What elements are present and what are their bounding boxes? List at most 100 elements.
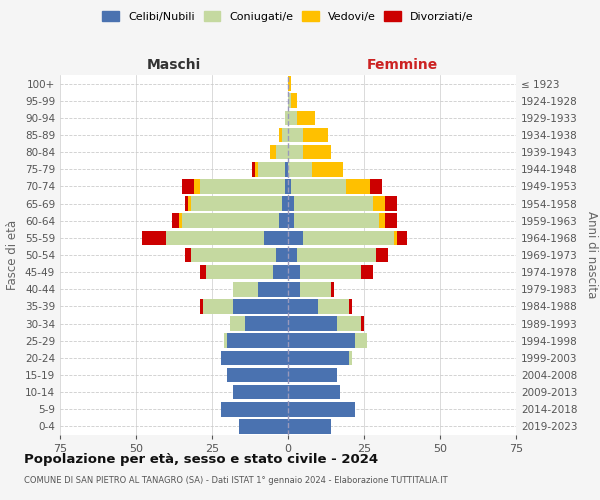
Text: COMUNE DI SAN PIETRO AL TANAGRO (SA) - Dati ISTAT 1° gennaio 2024 - Elaborazione: COMUNE DI SAN PIETRO AL TANAGRO (SA) - D… — [24, 476, 448, 485]
Bar — [349, 299, 352, 314]
Bar — [294, 214, 379, 228]
Bar — [300, 265, 361, 280]
Bar — [200, 179, 285, 194]
Bar — [361, 316, 364, 331]
Bar — [191, 248, 276, 262]
Bar — [288, 402, 355, 416]
Bar — [288, 248, 297, 262]
Bar — [288, 128, 303, 142]
Bar — [233, 299, 288, 314]
Bar — [379, 214, 385, 228]
Bar — [319, 299, 349, 314]
Bar — [291, 94, 297, 108]
Bar — [279, 128, 282, 142]
Bar — [288, 179, 291, 194]
Bar — [191, 196, 282, 211]
Bar — [294, 196, 373, 211]
Bar — [142, 230, 166, 245]
Text: Anni di nascita: Anni di nascita — [584, 212, 598, 298]
Bar — [179, 214, 182, 228]
Bar — [185, 248, 191, 262]
Bar — [203, 299, 233, 314]
Bar — [276, 145, 288, 160]
Bar — [206, 265, 273, 280]
Bar — [224, 334, 227, 348]
Bar — [394, 230, 397, 245]
Bar — [227, 368, 288, 382]
Bar — [185, 196, 188, 211]
Bar — [288, 162, 313, 176]
Bar — [288, 76, 291, 91]
Bar — [291, 179, 346, 194]
Bar — [288, 299, 319, 314]
Bar — [282, 128, 288, 142]
Bar — [361, 265, 373, 280]
Bar — [285, 179, 288, 194]
Text: Maschi: Maschi — [147, 58, 201, 71]
Bar — [346, 179, 370, 194]
Bar — [254, 162, 257, 176]
Bar — [166, 230, 263, 245]
Bar — [297, 248, 376, 262]
Bar — [397, 230, 407, 245]
Bar — [233, 385, 288, 400]
Bar — [373, 196, 385, 211]
Legend: Celibi/Nubili, Coniugati/e, Vedovi/e, Divorziati/e: Celibi/Nubili, Coniugati/e, Vedovi/e, Di… — [99, 8, 477, 25]
Bar — [257, 282, 288, 296]
Bar — [288, 368, 337, 382]
Bar — [200, 299, 203, 314]
Bar — [251, 162, 254, 176]
Bar — [288, 419, 331, 434]
Bar — [273, 265, 288, 280]
Bar — [349, 350, 352, 365]
Bar — [276, 248, 288, 262]
Bar — [263, 230, 288, 245]
Bar — [221, 402, 288, 416]
Bar — [288, 110, 297, 125]
Bar — [257, 162, 285, 176]
Bar — [188, 196, 191, 211]
Bar — [285, 110, 288, 125]
Bar — [279, 214, 288, 228]
Bar — [337, 316, 361, 331]
Bar — [221, 350, 288, 365]
Bar — [282, 196, 288, 211]
Bar — [270, 145, 276, 160]
Bar — [355, 334, 367, 348]
Bar — [370, 179, 382, 194]
Bar — [182, 179, 194, 194]
Bar — [245, 316, 288, 331]
Bar — [288, 385, 340, 400]
Bar — [288, 334, 355, 348]
Text: Popolazione per età, sesso e stato civile - 2024: Popolazione per età, sesso e stato civil… — [24, 452, 378, 466]
Bar — [288, 145, 303, 160]
Bar — [288, 214, 294, 228]
Bar — [288, 282, 300, 296]
Bar — [288, 350, 349, 365]
Bar — [233, 282, 257, 296]
Bar — [303, 128, 328, 142]
Bar — [385, 196, 397, 211]
Bar — [288, 265, 300, 280]
Bar — [297, 110, 316, 125]
Bar — [172, 214, 179, 228]
Bar — [303, 230, 394, 245]
Text: Femmine: Femmine — [367, 58, 437, 71]
Bar — [288, 94, 291, 108]
Bar — [227, 334, 288, 348]
Bar — [376, 248, 388, 262]
Bar — [313, 162, 343, 176]
Bar — [285, 162, 288, 176]
Bar — [288, 230, 303, 245]
Bar — [230, 316, 245, 331]
Y-axis label: Fasce di età: Fasce di età — [7, 220, 19, 290]
Bar — [288, 196, 294, 211]
Bar — [194, 179, 200, 194]
Bar — [385, 214, 397, 228]
Bar — [288, 316, 337, 331]
Bar — [303, 145, 331, 160]
Bar — [300, 282, 331, 296]
Bar — [239, 419, 288, 434]
Bar — [182, 214, 279, 228]
Bar — [331, 282, 334, 296]
